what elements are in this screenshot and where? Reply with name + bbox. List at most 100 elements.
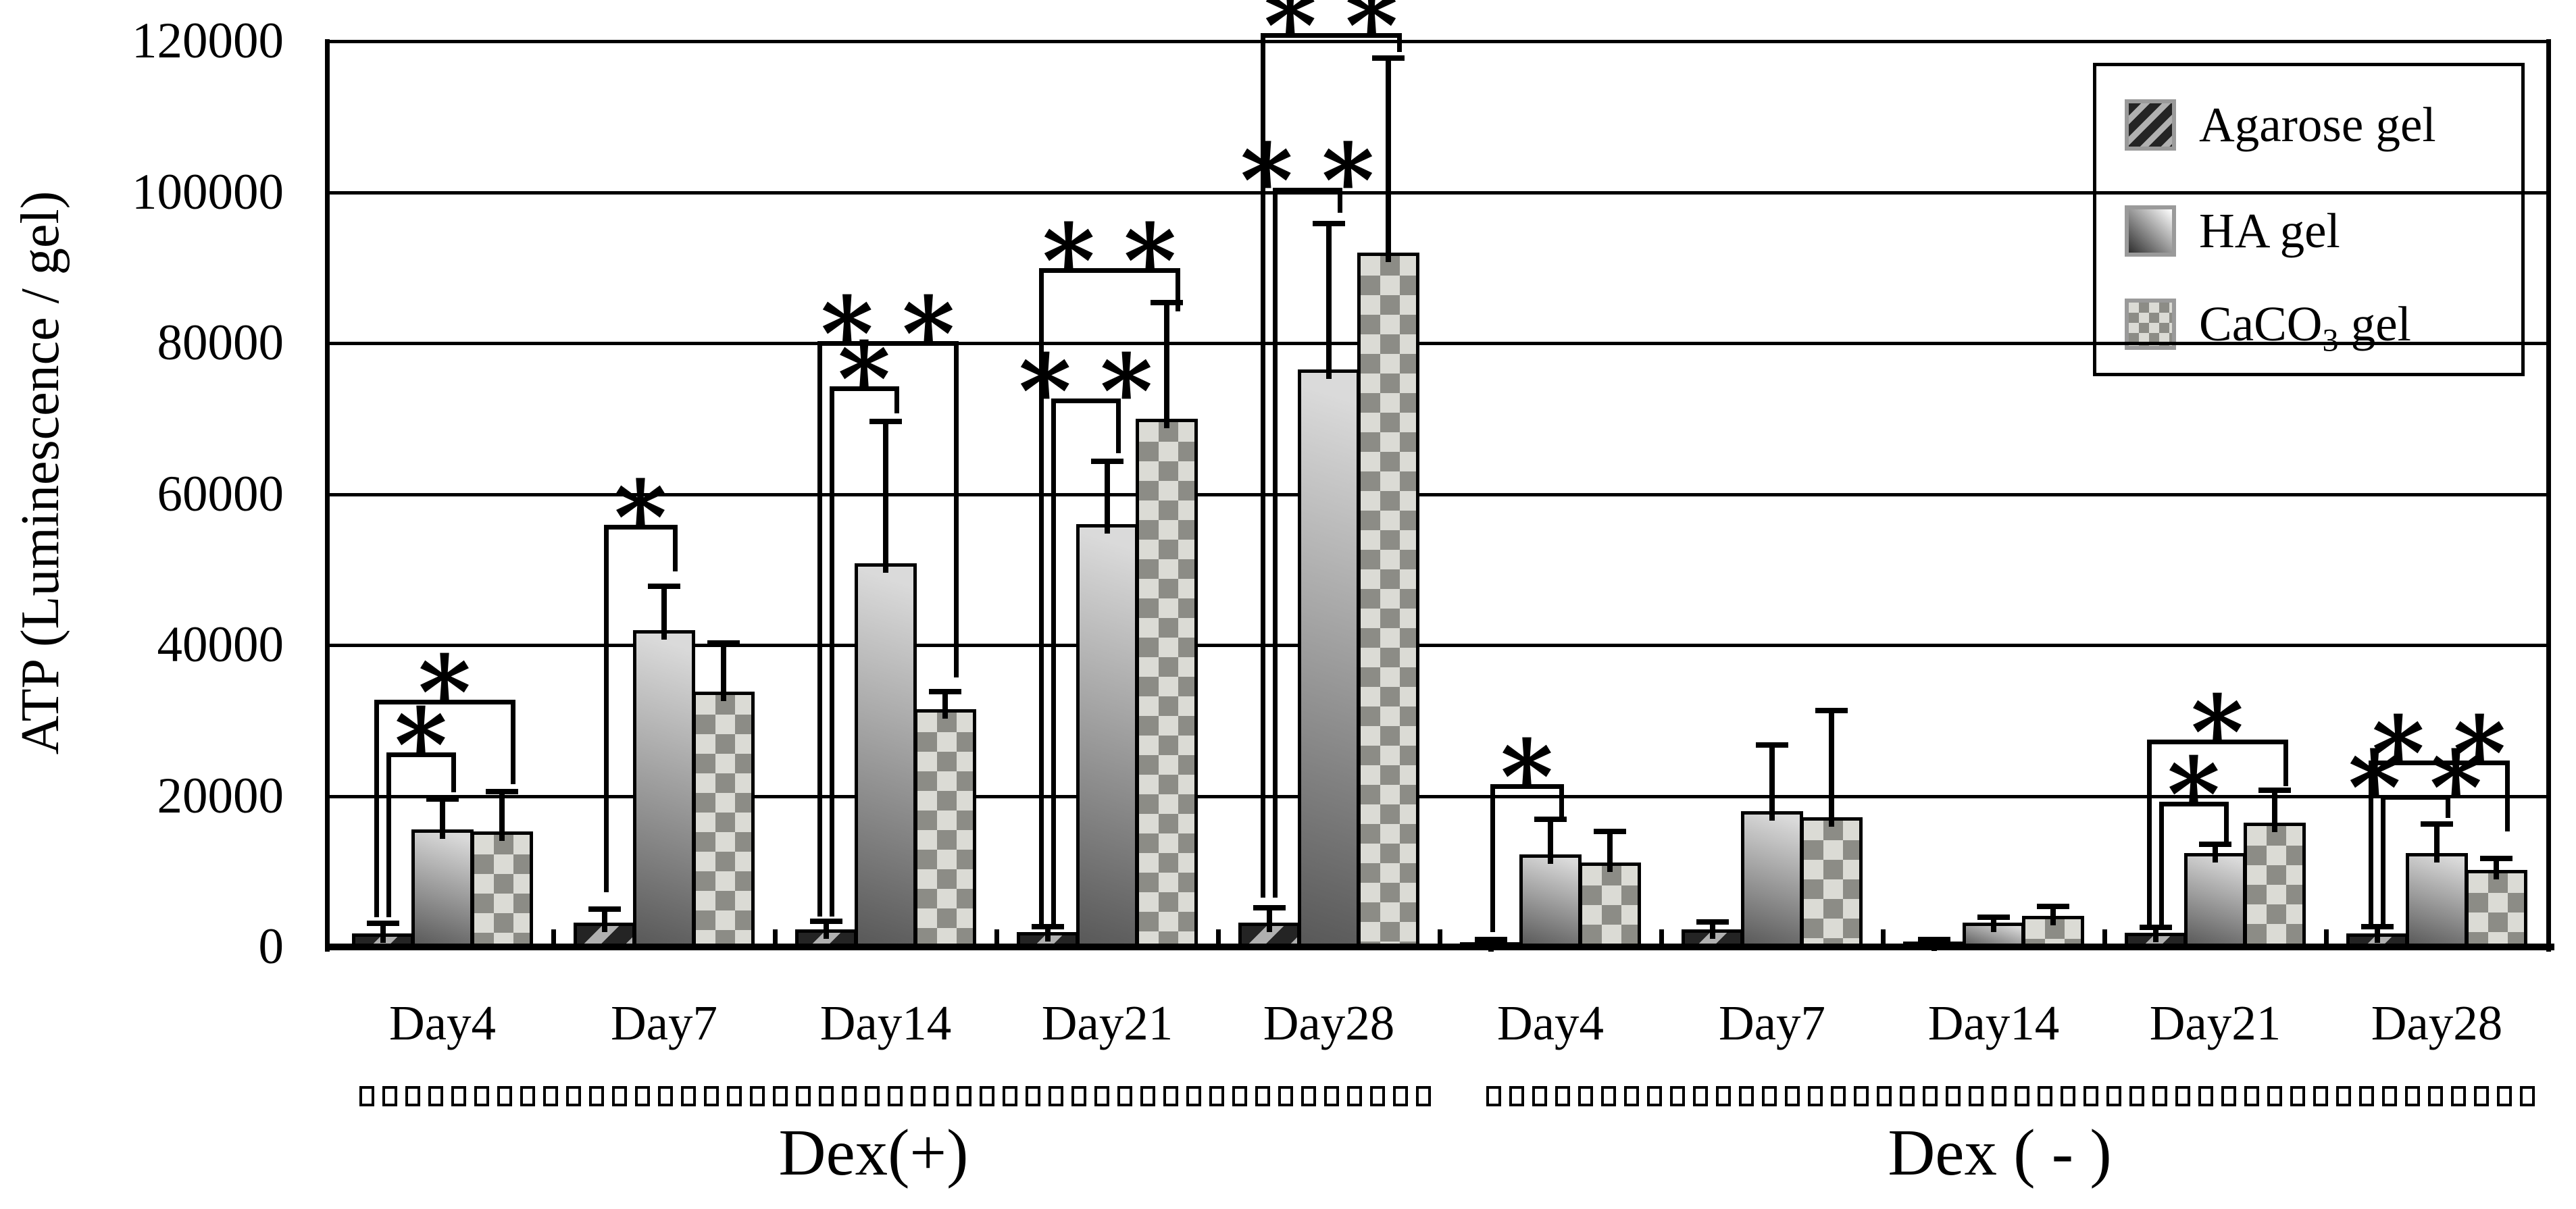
legend-label-agarose-gel: Agarose gel xyxy=(2199,97,2436,152)
error-bar-cap xyxy=(929,689,961,694)
significance-bracket-leg xyxy=(604,525,609,892)
dex-minus-label: Dex ( - ) xyxy=(1888,1116,2112,1189)
error-bar xyxy=(942,692,948,719)
significance-bracket xyxy=(830,386,899,391)
group-divider-tick xyxy=(1881,929,1886,947)
bar-ha-gel xyxy=(2184,853,2246,950)
significance-asterisks: ** xyxy=(1018,332,1182,451)
significance-bracket-leg xyxy=(817,341,822,917)
error-bar-cap xyxy=(1313,221,1345,226)
significance-bracket-leg xyxy=(673,525,678,571)
legend-swatch-caco3-gel xyxy=(2125,299,2176,350)
legend-label-caco3-gel: CaCO3 gel xyxy=(2199,297,2411,359)
bar-caco3-gel xyxy=(2465,870,2527,950)
y-tick-label: 20000 xyxy=(157,768,284,824)
error-bar xyxy=(1710,922,1715,939)
gridline xyxy=(329,795,2550,798)
error-bar-cap xyxy=(1977,915,2010,920)
error-bar xyxy=(1769,745,1775,821)
y-tick-label: 80000 xyxy=(157,315,284,371)
error-bar xyxy=(824,921,829,939)
error-bar xyxy=(1829,711,1834,827)
error-bar xyxy=(721,643,726,701)
error-bar xyxy=(2494,858,2499,879)
error-bar-cap xyxy=(869,419,902,424)
error-bar xyxy=(1386,58,1391,262)
significance-bracket xyxy=(1039,268,1180,273)
significance-asterisks: ** xyxy=(1240,122,1403,240)
group-divider-tick xyxy=(2324,929,2329,947)
error-bar-cap xyxy=(1151,300,1183,305)
dex-plus-underline-squares xyxy=(359,1086,1439,1106)
error-bar xyxy=(2434,824,2440,863)
significance-bracket xyxy=(2381,795,2450,800)
error-bar-cap xyxy=(486,789,518,794)
significance-asterisks: * xyxy=(837,320,891,439)
significance-asterisks: * xyxy=(418,634,472,752)
y-tick-label: 40000 xyxy=(157,617,284,673)
error-bar xyxy=(1164,303,1169,428)
legend-swatch-ha-gel xyxy=(2125,205,2176,257)
significance-bracket-leg xyxy=(511,700,515,784)
y-tick-label: 60000 xyxy=(157,466,284,522)
error-bar-cap xyxy=(2037,904,2069,909)
significance-bracket-leg xyxy=(2224,802,2229,842)
significance-bracket xyxy=(374,700,515,704)
significance-bracket-leg xyxy=(1490,784,1495,932)
x-tick-label: Day28 xyxy=(1263,996,1395,1050)
error-bar xyxy=(440,799,445,839)
bar-caco3-gel xyxy=(471,831,533,950)
legend-label-ha-gel: HA gel xyxy=(2199,203,2340,258)
dex-plus-label: Dex(+) xyxy=(778,1116,969,1189)
x-tick-label: Day14 xyxy=(1927,996,2060,1050)
y-tick-label: 0 xyxy=(258,919,284,975)
significance-asterisks: ** xyxy=(2371,694,2535,813)
significance-asterisks: * xyxy=(394,686,448,805)
error-bar xyxy=(2153,927,2158,942)
significance-asterisks: * xyxy=(1500,718,1554,837)
error-bar-cap xyxy=(1475,937,1507,942)
error-bar-cap xyxy=(2258,788,2291,793)
error-bar-cap xyxy=(1534,817,1567,822)
error-bar-cap xyxy=(648,584,680,589)
significance-bracket-leg xyxy=(2159,802,2164,925)
error-bar-cap xyxy=(1696,919,1729,925)
error-bar-cap xyxy=(1372,55,1405,61)
error-bar xyxy=(2272,790,2277,832)
y-tick-label: 100000 xyxy=(132,164,284,220)
error-bar-cap xyxy=(1253,905,1286,910)
error-bar xyxy=(661,586,667,640)
x-tick-label: Day21 xyxy=(2149,996,2281,1050)
bar-ha-gel xyxy=(1298,369,1360,950)
y-tick-label: 120000 xyxy=(132,13,284,69)
significance-bracket-leg xyxy=(2369,761,2373,925)
error-bar-cap xyxy=(2361,924,2394,929)
gridline xyxy=(329,191,2550,195)
significance-asterisks: * xyxy=(613,459,667,577)
significance-bracket-leg xyxy=(374,700,379,917)
bar-ha-gel xyxy=(411,829,474,950)
significance-bracket-leg xyxy=(386,752,391,917)
significance-bracket-leg xyxy=(2283,740,2288,786)
bar-ha-gel xyxy=(1076,524,1138,950)
error-bar xyxy=(2213,844,2218,863)
significance-bracket-leg xyxy=(830,386,834,917)
error-bar-cap xyxy=(588,906,621,912)
error-bar xyxy=(1991,917,1996,932)
error-bar-cap xyxy=(2480,856,2512,861)
x-axis-line xyxy=(325,944,2554,950)
error-bar xyxy=(1267,908,1272,932)
gridline xyxy=(329,493,2550,496)
error-bar xyxy=(499,792,505,841)
gridline xyxy=(329,644,2550,647)
significance-bracket xyxy=(1490,784,1564,789)
legend-swatch-agarose-gel xyxy=(2125,99,2176,151)
error-bar xyxy=(1045,927,1051,942)
group-divider-tick xyxy=(1216,929,1221,947)
bar-ha-gel xyxy=(1519,854,1582,950)
bar-caco3-gel xyxy=(692,692,755,950)
significance-bracket-leg xyxy=(1397,33,1402,52)
significance-bracket-leg xyxy=(894,386,899,413)
group-divider-tick xyxy=(1438,929,1442,947)
